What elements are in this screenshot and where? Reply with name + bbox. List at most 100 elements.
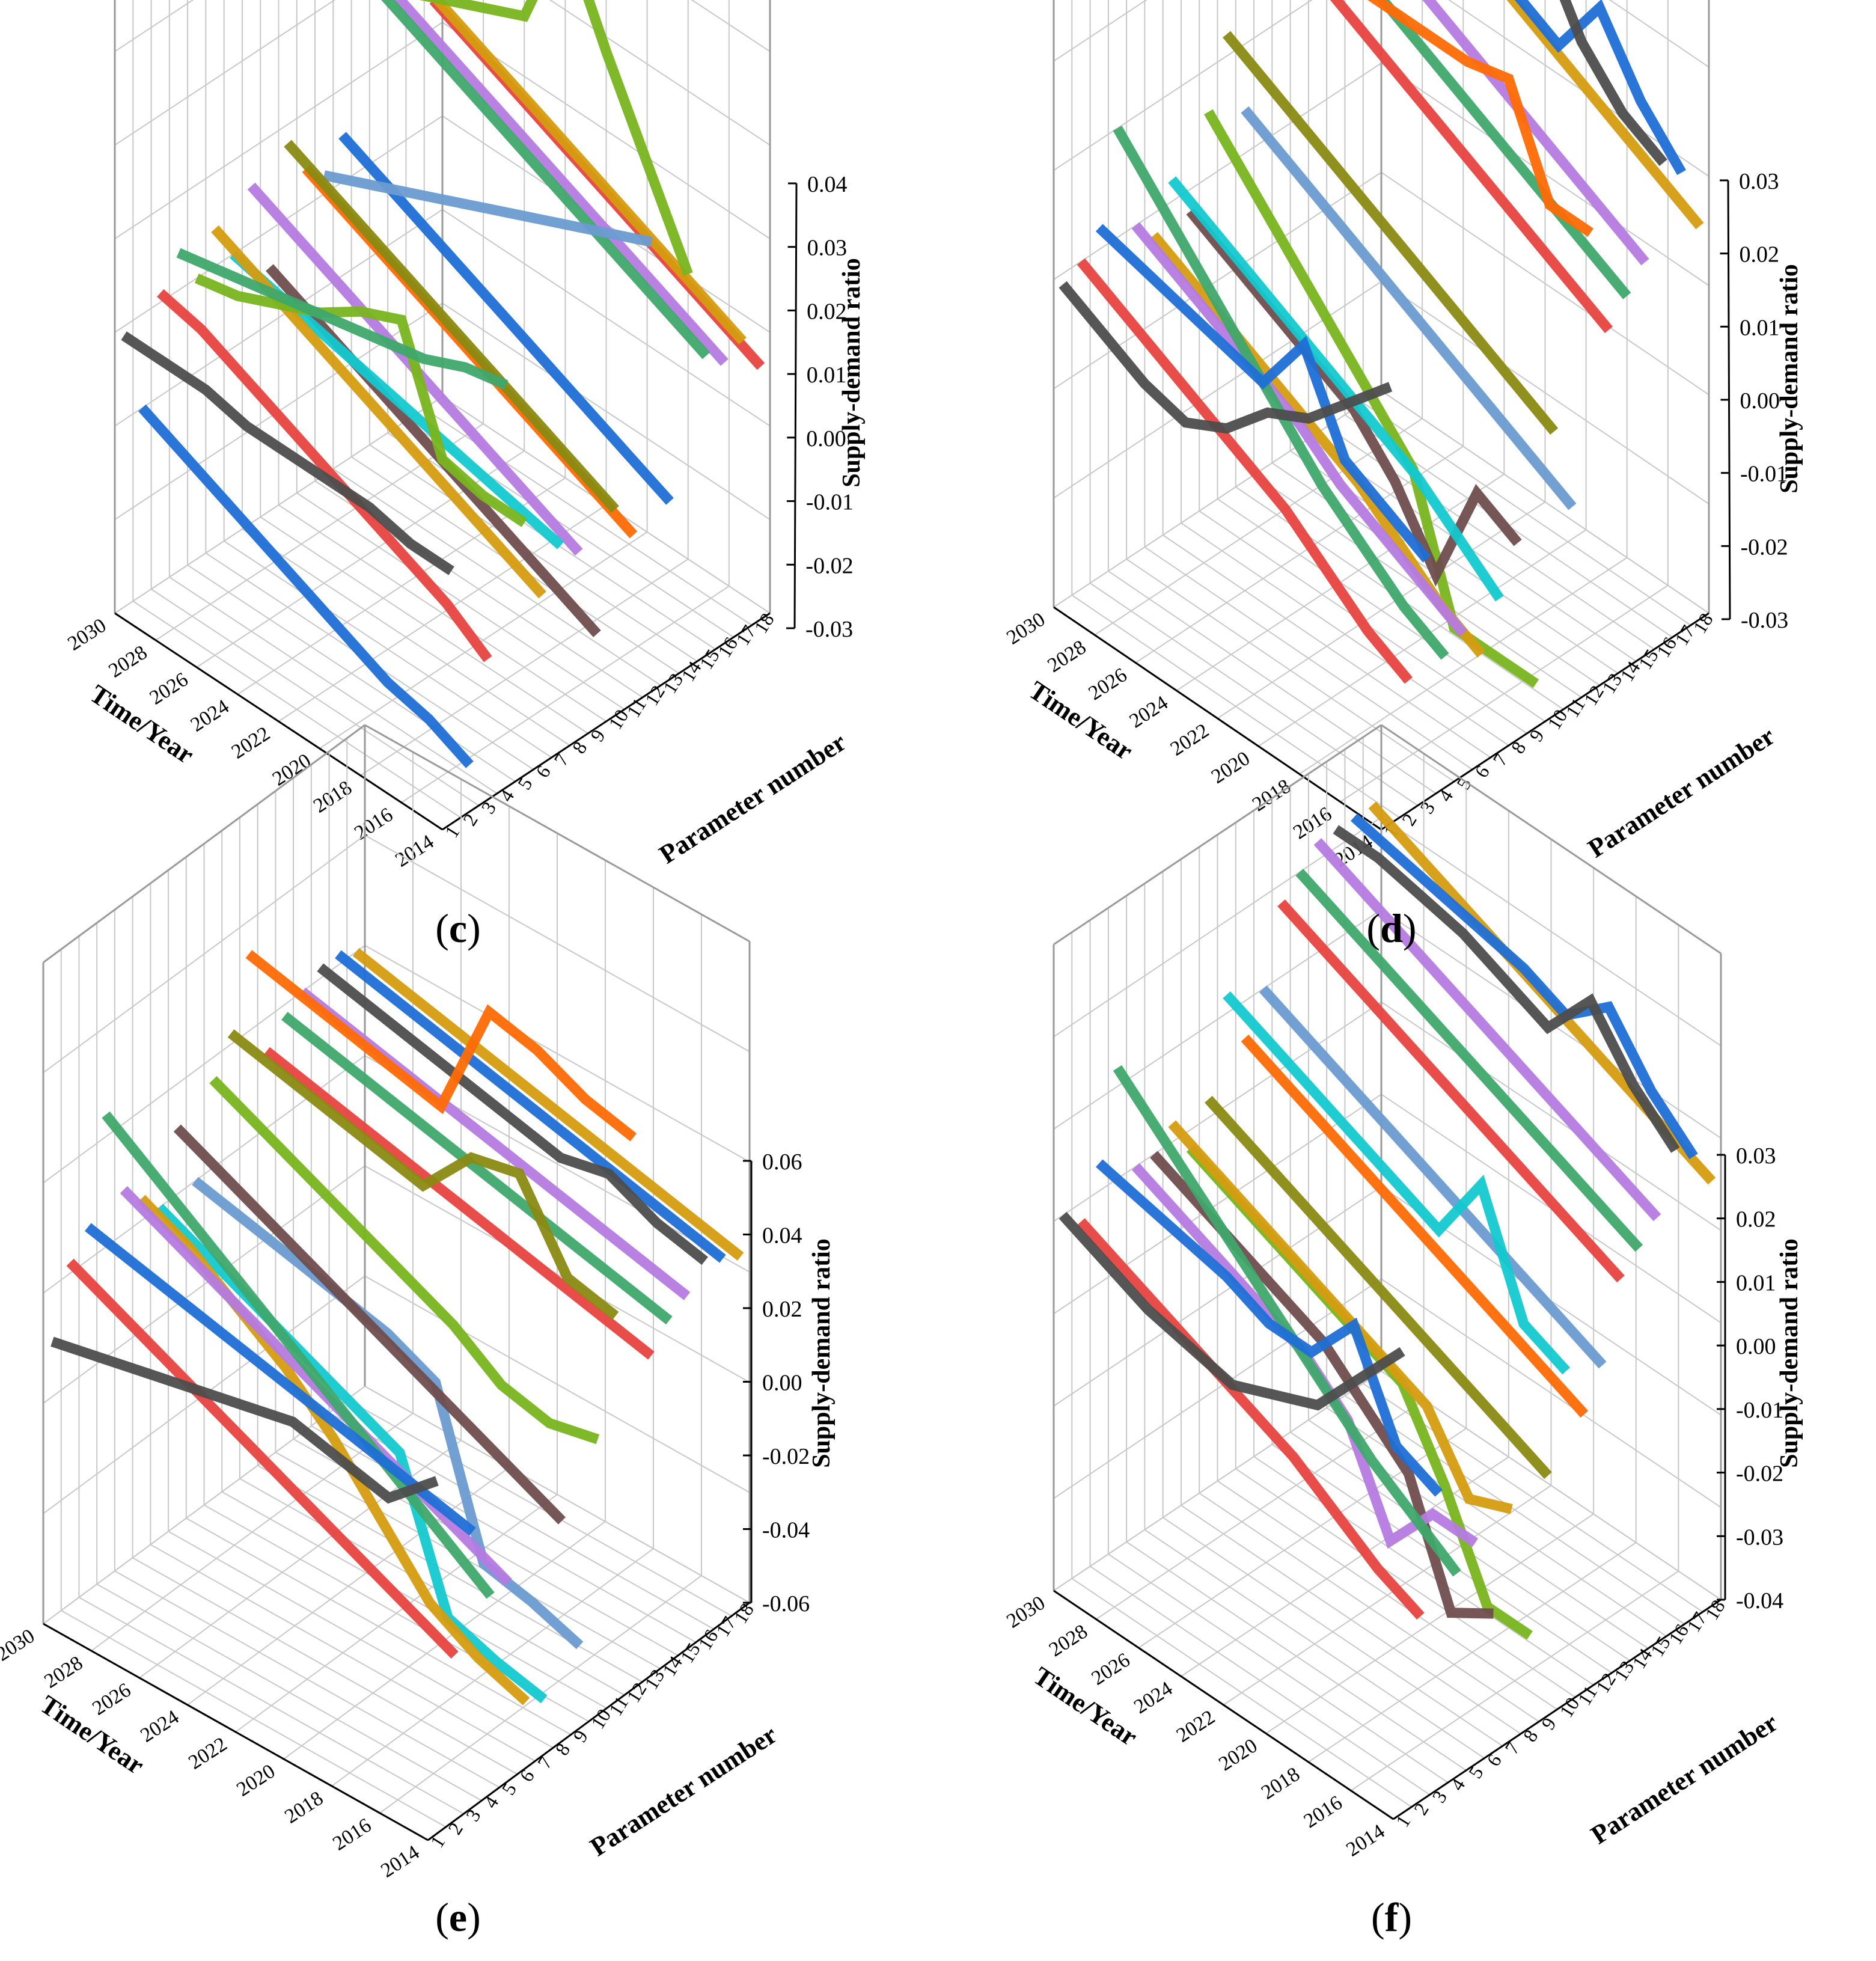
x-tick-label: 2022 [1167, 720, 1213, 760]
param-tick-label: 1 [426, 1832, 449, 1852]
left-wall-grid-line [1053, 63, 1382, 280]
floor-grid-line [1290, 1431, 1631, 1662]
right-wall-grid-line [364, 834, 750, 1053]
left-wall-grid-line [43, 1165, 365, 1404]
series-line-param-8 [173, 1124, 566, 1525]
series-line-param-14 [419, 0, 693, 276]
z-tick-label: -0.03 [1741, 608, 1788, 633]
floor-grid-line [242, 528, 570, 746]
z-tick-label: 0.01 [1736, 1270, 1776, 1296]
right-wall-grid-line [364, 1275, 750, 1493]
x-tick-label: 2024 [1126, 691, 1172, 732]
param-tick-label: 1 [1392, 1811, 1415, 1831]
x-tick-label: 2026 [88, 1679, 135, 1720]
chart-panel-f: -0.04 -0.03 -0.02 -0.01 0.00 0.01 0.02 0.03 Supp… [938, 724, 1876, 1961]
series-line-param-11 [1241, 106, 1577, 510]
series-line-param-3 [85, 1223, 476, 1536]
x-axis-line [114, 612, 443, 831]
x-tick-label: 2030 [0, 1625, 38, 1666]
param-tick-label: 6 [515, 1766, 539, 1785]
floor-grid-line [1108, 1553, 1449, 1783]
z-tick-label: 0.03 [1736, 1143, 1776, 1169]
series-line-param-17 [430, 0, 747, 344]
series-line-param-12 [323, 170, 653, 247]
param-tick-label: 2 [459, 810, 482, 830]
x-tick-label: 2018 [1257, 1763, 1304, 1804]
floor-grid-line [1089, 1565, 1431, 1796]
chart-svg-e: -0.06 -0.04 -0.02 0.00 0.02 0.04 0.06 Supply-de… [0, 724, 836, 1882]
floor-grid-line [61, 1610, 447, 1828]
chart-panel-e: -0.06 -0.04 -0.02 0.00 0.02 0.04 0.06 Supply-de… [0, 724, 938, 1961]
param-axis-line [1393, 1598, 1722, 1820]
left-wall-grid-line [1053, 0, 1313, 171]
x-axis-title: Time/Year [1028, 1661, 1143, 1752]
caption-f: (f) [1371, 1894, 1412, 1940]
series-line-param-12 [245, 950, 637, 1142]
x-tick-label: 2014 [377, 1841, 423, 1882]
chart-svg-c: -0.03 -0.02 -0.01 0.00 0.01 0.02 0.03 0.04 Suppl… [64, 0, 866, 872]
series-line-param-15 [381, 0, 710, 359]
right-wall-grid-line [1381, 1001, 1722, 1231]
series-line-param-7 [1168, 1120, 1513, 1514]
x-axis-line [1053, 1589, 1394, 1820]
series-line-param-16 [317, 963, 708, 1265]
left-wall-top-edge [1053, 724, 1382, 946]
x-tick-label: 2020 [269, 750, 315, 791]
floor-grid-line [1235, 1468, 1576, 1698]
param-tick-label: 7 [1500, 1738, 1524, 1758]
param-tick-label: 6 [531, 762, 555, 782]
floor-grid-line [1217, 1480, 1558, 1710]
series-line-param-1 [1059, 1211, 1405, 1411]
param-tick-label: 4 [479, 1792, 503, 1812]
z-tick-label: 0.02 [1740, 242, 1780, 268]
series-line-param-13 [263, 1047, 655, 1360]
series-line-param-2 [1077, 258, 1413, 684]
series-line-param-3 [1095, 224, 1431, 563]
param-tick-label: 4 [1446, 1775, 1469, 1794]
left-wall-grid-line [1053, 1371, 1382, 1591]
left-wall-grid-line [43, 834, 365, 1074]
x-tick-label: 2028 [40, 1652, 87, 1693]
z-tick-label: -0.04 [1736, 1588, 1783, 1614]
x-tick-label: 2028 [1043, 636, 1090, 677]
param-tick-label: 9 [569, 1727, 592, 1746]
series-line-param-17 [335, 950, 726, 1263]
param-tick-label: 5 [1452, 774, 1476, 794]
right-wall-grid-line [691, 0, 771, 52]
param-tick-label: 9 [1537, 1714, 1560, 1734]
series-line-param-1 [1059, 281, 1393, 434]
floor-grid-line [1344, 1395, 1685, 1625]
x-tick-label: 2024 [1130, 1677, 1176, 1718]
left-wall-grid-line [114, 0, 194, 52]
x-tick-label: 2030 [1003, 1592, 1049, 1633]
floor-grid-line [150, 1544, 536, 1762]
series-line-param-10 [1223, 991, 1570, 1375]
series-line-param-14 [1295, 869, 1643, 1252]
right-wall-grid-line [1609, 0, 1709, 68]
param-tick-label: 7 [533, 1752, 557, 1772]
right-wall-grid-line [1381, 1371, 1722, 1600]
param-tick-label: 2 [1398, 810, 1421, 830]
left-wall-grid-line [1053, 390, 1382, 608]
z-axis-title: Supply-demand ratio [1776, 264, 1803, 494]
x-tick-label: 2020 [1215, 1734, 1261, 1775]
x-tick-label: 2028 [105, 641, 151, 682]
floor-grid-line [1126, 1541, 1467, 1771]
z-tick-label: 0.00 [806, 426, 846, 451]
series-line-param-7 [1168, 176, 1504, 602]
series-line-param-16 [393, 0, 729, 366]
left-wall-grid-line [1053, 0, 1147, 62]
series-line-param-11 [1241, 1035, 1589, 1418]
series-line-param-5 [120, 1185, 512, 1586]
floor-grid-line [1108, 571, 1437, 794]
x-tick-label: 2028 [1045, 1620, 1092, 1661]
param-tick-label: 8 [1518, 1726, 1542, 1746]
floor-grid-line [311, 1425, 697, 1643]
series-line-param-10 [284, 139, 619, 513]
series-line-param-15 [1313, 838, 1661, 1222]
series-line-param-4 [102, 1111, 495, 1599]
series-line-param-17 [1514, 0, 1686, 176]
series-line-param-13 [338, 132, 674, 505]
right-wall-top-edge [1381, 724, 1722, 955]
floor-grid-line [1217, 498, 1546, 722]
